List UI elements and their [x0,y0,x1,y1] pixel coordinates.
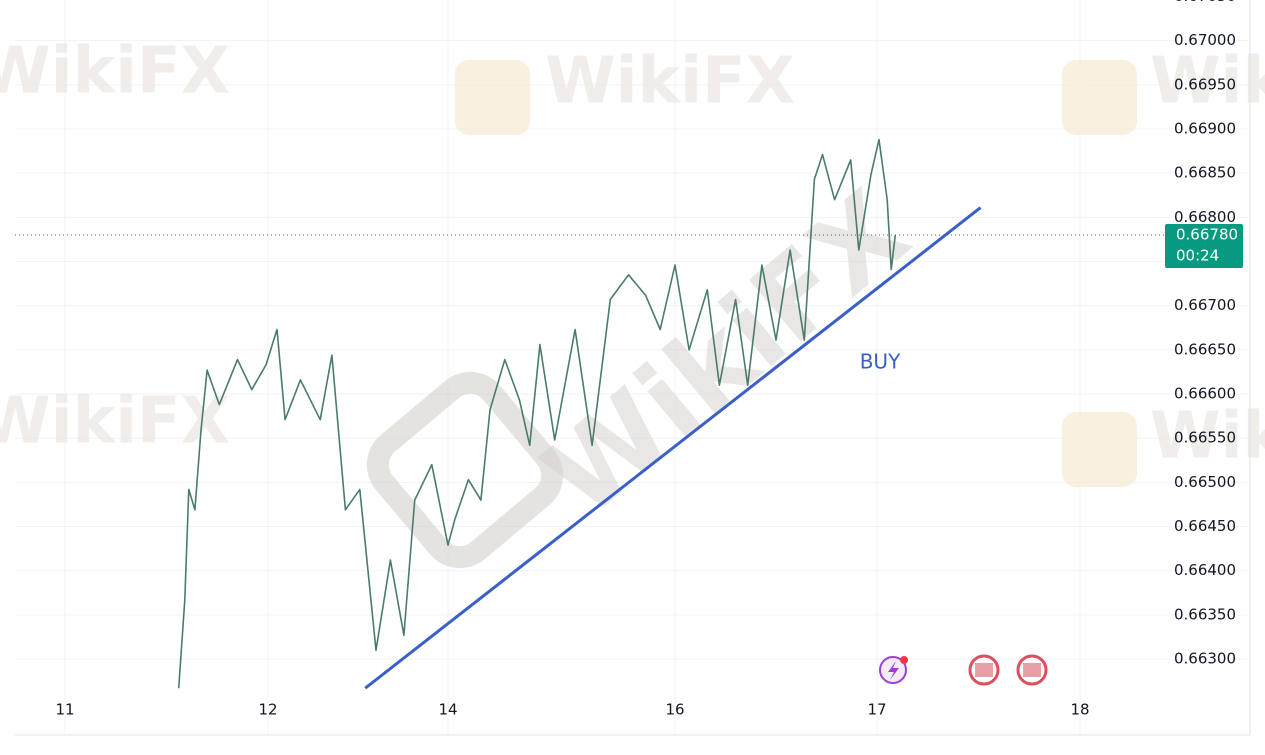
event-icon-dot [900,656,908,664]
y-tick-label: 0.66300 [1174,650,1236,668]
grid [15,0,1250,735]
x-tick-label: 12 [258,701,277,719]
y-tick-label: 0.66350 [1174,605,1236,623]
watermark-logo [455,60,530,135]
watermark-logo [366,371,564,569]
y-tick-label: 0.66650 [1174,340,1236,358]
flag-icon-body [1023,663,1041,677]
watermark: WikiFX [0,35,230,109]
y-tick-label: 0.66700 [1174,296,1236,314]
y-tick-label: 0.66400 [1174,561,1236,579]
y-tick-label: 0.67000 [1174,31,1236,49]
y-tick-label: 0.66600 [1174,385,1236,403]
last-price-label: 0.66780 [1176,226,1238,244]
y-tick-label: 0.66900 [1174,119,1236,137]
watermark: WikiFX [0,385,230,459]
watermark-logo [1062,412,1137,487]
last-price-box [1165,224,1243,269]
y-tick-label: 0.67050 [1174,0,1236,5]
y-tick-label: 0.66450 [1174,517,1236,535]
price-line [177,138,897,689]
trendline [364,206,982,690]
y-tick-label: 0.66950 [1174,75,1236,93]
y-tick-label: 0.66800 [1174,208,1236,226]
event-icon-bolt [888,661,899,680]
countdown-label: 00:24 [1176,247,1219,265]
x-tick-label: 17 [867,701,886,719]
x-tick-label: 18 [1070,701,1089,719]
x-tick-label: 14 [438,701,457,719]
watermark: WikiFX [1150,400,1265,474]
y-tick-label: 0.66850 [1174,164,1236,182]
y-tick-label: 0.66500 [1174,473,1236,491]
x-tick-label: 16 [665,701,684,719]
y-tick-label: 0.66550 [1174,429,1236,447]
watermark: WikiFX [1150,45,1265,119]
flag-icon-body [975,663,993,677]
plot: BUY [15,138,1165,690]
watermark: WikiFX [545,45,795,119]
event-icons [879,654,1048,686]
x-tick-label: 11 [55,701,74,719]
watermark-logo [1062,60,1137,135]
trendline-label: BUY [860,350,901,374]
